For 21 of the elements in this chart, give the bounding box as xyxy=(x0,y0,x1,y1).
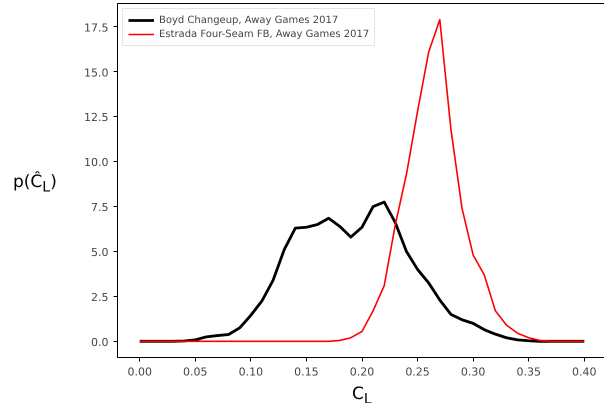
y-tick-label: 12.5 xyxy=(84,111,109,124)
x-tick-label: 0.00 xyxy=(127,366,152,378)
legend-label: Estrada Four-Seam FB, Away Games 2017 xyxy=(159,28,370,40)
x-tick-label: 0.20 xyxy=(350,366,374,378)
x-tick-label: 0.25 xyxy=(405,366,430,378)
x-tick-label: 0.35 xyxy=(516,366,541,378)
y-tick-label: 17.5 xyxy=(84,21,109,34)
y-tick-label: 5.0 xyxy=(91,246,109,259)
y-tick-label: 10.0 xyxy=(84,156,109,170)
y-tick-label: 7.5 xyxy=(91,201,109,214)
legend-label: Boyd Changeup, Away Games 2017 xyxy=(159,14,338,26)
y-tick-label: 2.5 xyxy=(91,290,109,304)
x-tick-label: 0.05 xyxy=(183,366,208,378)
y-tick-label: 15.0 xyxy=(84,66,109,80)
x-axis-title: C$_{L}$ xyxy=(352,383,372,403)
y-axis-title: p(Ĉ$_{L}$) xyxy=(13,170,57,198)
y-tick-label: 0.0 xyxy=(91,336,109,349)
x-tick-label: 0.30 xyxy=(460,366,486,378)
x-tick-label: 0.40 xyxy=(572,366,597,378)
x-tick-label: 0.10 xyxy=(238,366,264,378)
x-tick-label: 0.15 xyxy=(294,366,319,378)
